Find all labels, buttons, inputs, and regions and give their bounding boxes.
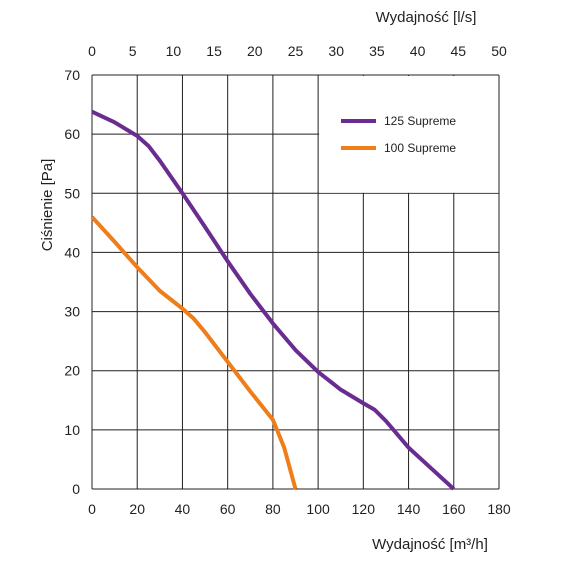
y-tick-label: 40: [64, 244, 80, 260]
top-tick-label: 20: [247, 43, 263, 59]
y-tick-label: 50: [64, 185, 80, 201]
x-tick-label: 60: [220, 501, 236, 517]
x-tick-label: 80: [265, 501, 281, 517]
bottom-axis-title: Wydajność [m³/h]: [372, 536, 488, 553]
legend-label: 100 Supreme: [384, 141, 456, 155]
y-tick-label: 0: [72, 481, 80, 497]
series-layer: [90, 109, 456, 491]
x-tick-label: 180: [487, 501, 511, 517]
legend-box: [319, 76, 499, 193]
y-tick-label: 60: [64, 126, 80, 142]
top-tick-label: 15: [206, 43, 222, 59]
y-tick-label: 10: [64, 422, 80, 438]
x-tick-label: 120: [352, 501, 376, 517]
x-tick-label: 40: [175, 501, 191, 517]
top-axis-title: Wydajność [l/s]: [376, 9, 477, 26]
y-tick-label: 20: [64, 363, 80, 379]
top-tick-label: 0: [88, 43, 96, 59]
top-tick-label: 50: [491, 43, 507, 59]
series-line-1: [90, 215, 298, 490]
top-tick-label: 40: [410, 43, 426, 59]
y-tick-label: 30: [64, 304, 80, 320]
x-tick-label: 100: [306, 501, 330, 517]
x-tick-label: 160: [442, 501, 466, 517]
x-tick-label: 140: [397, 501, 421, 517]
top-tick-label: 25: [288, 43, 304, 59]
legend-label: 125 Supreme: [384, 114, 456, 128]
y-axis-title: Ciśnienie [Pa]: [39, 159, 56, 252]
series-line-0: [91, 109, 456, 491]
top-tick-label: 45: [451, 43, 467, 59]
x-tick-label: 0: [88, 501, 96, 517]
y-tick-label: 70: [64, 67, 80, 83]
top-tick-label: 5: [129, 43, 137, 59]
legend: 125 Supreme 100 Supreme: [341, 114, 456, 155]
top-tick-label: 35: [369, 43, 385, 59]
top-tick-label: 10: [166, 43, 182, 59]
top-tick-label: 30: [328, 43, 344, 59]
x-tick-label: 20: [129, 501, 145, 517]
